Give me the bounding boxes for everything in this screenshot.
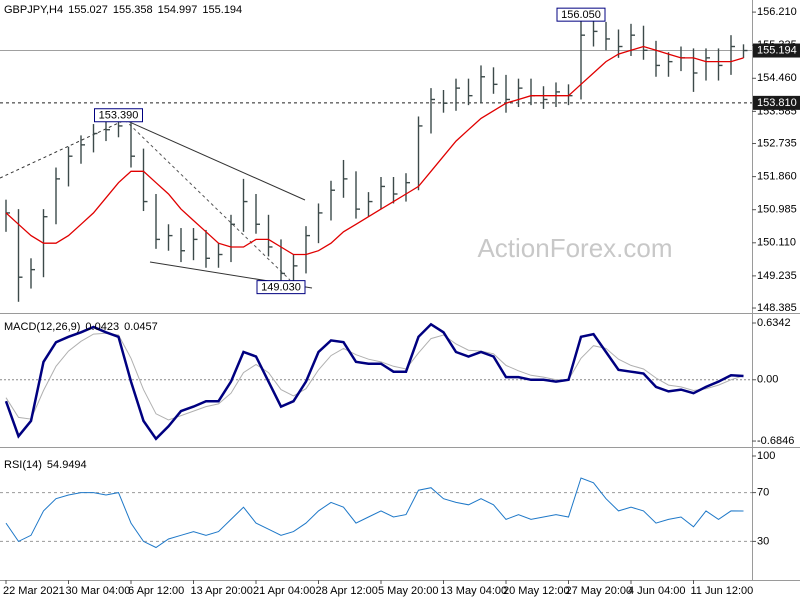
header-value: 155.194 — [202, 4, 242, 16]
y-tick-label: 150.110 — [757, 237, 796, 249]
y-tick-label: 100 — [757, 450, 775, 462]
header-value: 0.0423 — [85, 321, 119, 333]
x-tick-label: 21 Apr 04:00 — [253, 585, 315, 597]
y-tick-label: 156.210 — [757, 6, 797, 18]
x-tick-label: 28 Apr 12:00 — [316, 585, 378, 597]
y-tick-label: 152.735 — [757, 137, 797, 149]
macd-line — [5, 332, 744, 421]
panel-header: GBPJPY,H4 155.027 155.358 154.997 155.194 — [4, 4, 242, 16]
price-annotation-box — [94, 108, 143, 123]
panel-header: MACD(12,26,9) 0.0423 0.0457 — [4, 321, 158, 333]
price-annotation: 153.390 — [99, 110, 139, 122]
moving-average — [5, 45, 744, 256]
x-tick-label: 30 Mar 04:00 — [66, 585, 131, 597]
y-tick-label: 151.860 — [757, 171, 797, 183]
x-tick-label: 27 May 20:00 — [566, 585, 633, 597]
rsi-line — [5, 477, 744, 549]
watermark: ActionForex.com — [477, 233, 672, 263]
y-tick-label: 0.6342 — [757, 317, 791, 329]
y-tick-label: 149.235 — [757, 270, 797, 282]
price-annotation: 149.030 — [261, 282, 301, 294]
y-tick-label: 30 — [757, 535, 769, 547]
header-value: 54.9494 — [47, 459, 87, 471]
header-value: 154.997 — [158, 4, 198, 16]
y-tick-label: 148.385 — [757, 302, 797, 314]
panel-title: MACD(12,26,9) — [4, 321, 80, 333]
panel-header: RSI(14) 54.9494 — [4, 459, 87, 471]
price-annotation-box — [556, 7, 606, 22]
price-label-box — [753, 95, 800, 110]
price-label: 153.810 — [757, 97, 797, 109]
y-tick-label: 150.985 — [757, 204, 797, 216]
y-tick-label: -0.6846 — [757, 435, 794, 447]
price-label-box — [753, 43, 800, 58]
x-tick-label: 6 Apr 12:00 — [128, 585, 184, 597]
trendline — [124, 119, 291, 281]
x-tick-label: 13 May 04:00 — [441, 585, 508, 597]
price-annotation: 156.050 — [561, 9, 601, 21]
macd-line — [4, 322, 744, 441]
x-tick-label: 20 May 12:00 — [503, 585, 570, 597]
panel-title: RSI(14) — [4, 459, 42, 471]
trendline — [0, 119, 126, 179]
panel-title: GBPJPY,H4 — [4, 4, 63, 16]
y-tick-label: 0.00 — [757, 374, 778, 386]
trendline — [124, 119, 306, 201]
x-tick-label: 11 Jun 12:00 — [691, 585, 754, 597]
x-tick-label: 13 Apr 20:00 — [191, 585, 253, 597]
header-value: 155.027 — [68, 4, 108, 16]
y-tick-label: 154.460 — [757, 72, 797, 84]
price-annotation-box — [256, 280, 306, 295]
x-tick-label: 5 May 20:00 — [378, 585, 439, 597]
y-tick-label: 70 — [757, 487, 769, 499]
header-value: 0.0457 — [124, 321, 158, 333]
x-tick-label: 4 Jun 04:00 — [628, 585, 686, 597]
header-value: 155.358 — [113, 4, 153, 16]
price-label: 155.194 — [757, 44, 797, 56]
x-tick-label: 22 Mar 2021 — [3, 585, 65, 597]
